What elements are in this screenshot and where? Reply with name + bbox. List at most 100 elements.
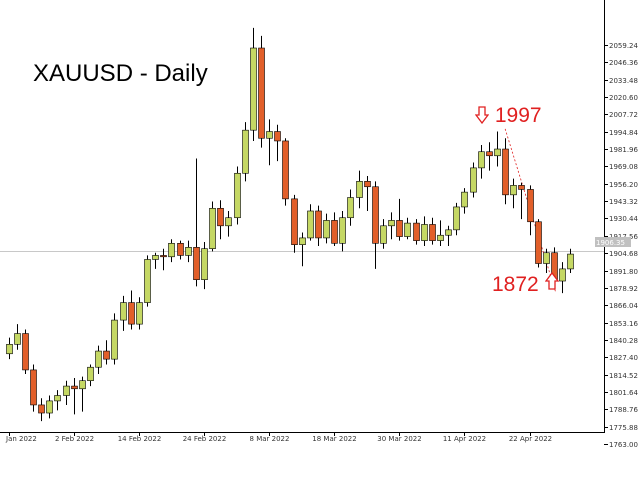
candle-body xyxy=(291,198,298,245)
y-tick-label: 1994.84 xyxy=(609,129,638,137)
x-tick-label: 11 Apr 2022 xyxy=(443,435,486,443)
bullish-candle xyxy=(339,210,346,252)
y-tick-label: 2007.72 xyxy=(609,111,638,119)
y-tick-label: 1878.92 xyxy=(609,285,638,293)
bearish-candle xyxy=(177,240,184,260)
x-tick-label: 30 Mar 2022 xyxy=(377,435,421,443)
annotation-low: 1872 xyxy=(492,271,559,297)
candle-body xyxy=(274,131,281,142)
candle-body xyxy=(470,167,477,193)
y-tick-label: 2046.36 xyxy=(609,59,638,67)
y-tick-label: 1891.80 xyxy=(609,268,638,276)
bullish-candle xyxy=(299,232,306,267)
bearish-candle xyxy=(274,124,281,162)
candle-body xyxy=(510,185,517,196)
bearish-candle xyxy=(315,205,322,247)
candle-body xyxy=(339,217,346,244)
candle-body xyxy=(331,220,338,244)
candle-body xyxy=(38,404,45,414)
bearish-candle xyxy=(258,35,265,148)
current-price-box xyxy=(595,237,631,247)
y-tick-label: 1763.00 xyxy=(609,441,638,449)
bullish-candle xyxy=(242,122,249,182)
candle-body xyxy=(46,400,53,414)
candle-body xyxy=(111,319,118,360)
candle-body xyxy=(185,247,192,256)
candles xyxy=(6,27,574,422)
y-tick-label: 1866.04 xyxy=(609,302,638,310)
candle-body xyxy=(209,207,216,250)
candle-body xyxy=(242,129,249,174)
bullish-candle xyxy=(543,248,550,273)
x-tick-label: 18 Mar 2022 xyxy=(312,435,356,443)
candle-body xyxy=(193,247,200,280)
bearish-candle xyxy=(71,378,78,415)
bullish-candle xyxy=(494,131,501,167)
y-tick-label: 1788.76 xyxy=(609,406,638,414)
x-tick-label: 8 Mar 2022 xyxy=(250,435,290,443)
candle-body xyxy=(30,369,37,406)
bullish-candle xyxy=(356,170,363,209)
candle-body xyxy=(266,131,273,139)
bullish-candle xyxy=(470,162,477,198)
candle-body xyxy=(347,197,354,219)
candle-body xyxy=(502,148,509,196)
bullish-candle xyxy=(120,295,127,331)
candle-body xyxy=(372,186,379,244)
bullish-candle xyxy=(209,201,216,252)
candle-body xyxy=(234,172,241,219)
candle-body xyxy=(421,224,428,241)
y-tick-label: 2020.60 xyxy=(609,94,638,102)
bullish-candle xyxy=(437,220,444,247)
x-tick-label: 2 Feb 2022 xyxy=(55,435,94,443)
candle-body xyxy=(168,243,175,258)
bullish-candle xyxy=(14,324,21,350)
bearish-candle xyxy=(22,329,29,374)
candle-body xyxy=(299,237,306,245)
candle-body xyxy=(323,220,330,239)
y-tick-label: 1969.08 xyxy=(609,163,638,171)
bullish-candle xyxy=(201,241,208,290)
candle-body xyxy=(453,206,460,231)
bearish-candle xyxy=(372,181,379,269)
candle-body xyxy=(543,252,550,264)
candle-body xyxy=(356,181,363,198)
candle-body xyxy=(429,224,436,241)
arrow-down-icon xyxy=(474,104,495,127)
candle-body xyxy=(71,385,78,390)
y-tick-label: 1775.88 xyxy=(609,424,638,432)
bearish-candle xyxy=(364,175,371,211)
annotation-high: 1997 xyxy=(474,104,542,128)
candle-body xyxy=(225,217,232,227)
bullish-candle xyxy=(347,189,354,226)
y-tick-label: 2059.24 xyxy=(609,42,638,50)
bullish-candle xyxy=(234,166,241,225)
candle-body xyxy=(535,221,542,264)
candle-body xyxy=(380,225,387,244)
candle-body xyxy=(95,350,102,368)
bullish-candle xyxy=(168,239,175,263)
candle-body xyxy=(54,395,61,402)
candle-body xyxy=(144,259,151,303)
candle-body xyxy=(315,210,322,239)
bearish-candle xyxy=(193,158,200,287)
bearish-candle xyxy=(331,212,338,247)
y-tick-label: 1956.20 xyxy=(609,181,638,189)
bearish-candle xyxy=(486,142,493,171)
candle-body xyxy=(413,222,420,241)
bearish-candle xyxy=(518,182,525,220)
candle-body xyxy=(388,220,395,227)
bearish-candle xyxy=(103,340,110,365)
candle-body xyxy=(559,268,566,282)
candle-body xyxy=(22,333,29,371)
candle-body xyxy=(217,207,224,227)
candle-body xyxy=(103,350,110,360)
bullish-candle xyxy=(6,337,13,360)
candle-body xyxy=(461,191,468,208)
candle-body xyxy=(258,47,265,139)
candle-body xyxy=(404,222,411,237)
candle-body xyxy=(152,255,159,260)
candle-body xyxy=(136,302,143,325)
bullish-candle xyxy=(404,217,411,240)
bullish-candle xyxy=(453,202,460,236)
